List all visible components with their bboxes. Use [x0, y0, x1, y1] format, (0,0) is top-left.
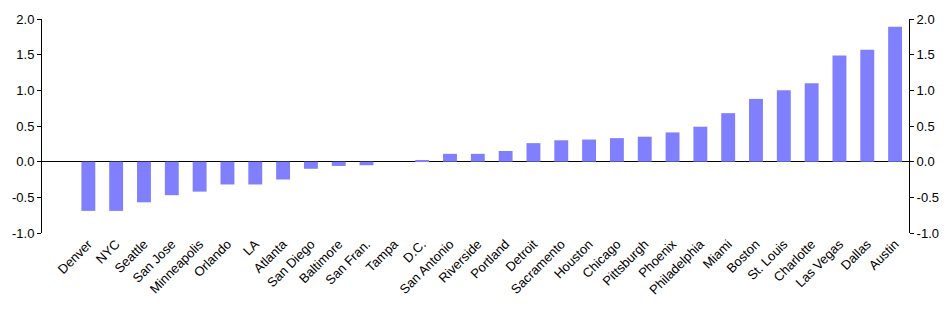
svg-text:Philadelphia: Philadelphia — [646, 236, 707, 297]
svg-text:San Fran.: San Fran. — [322, 237, 373, 288]
svg-text:San Diego: San Diego — [264, 237, 318, 291]
svg-text:LA: LA — [240, 236, 262, 258]
svg-text:Dallas: Dallas — [838, 236, 875, 273]
svg-text:-1.0: -1.0 — [12, 226, 34, 241]
svg-text:Houston: Houston — [551, 237, 596, 282]
svg-text:Atlanta: Atlanta — [251, 236, 291, 276]
svg-text:NYC: NYC — [93, 237, 123, 267]
svg-text:Chicago: Chicago — [579, 237, 623, 281]
svg-text:St. Louis: St. Louis — [744, 236, 791, 283]
svg-text:Minneapolis: Minneapolis — [147, 236, 207, 296]
svg-text:Riverside: Riverside — [436, 237, 485, 286]
svg-text:Orlando: Orlando — [191, 237, 234, 280]
svg-text:0.0: 0.0 — [16, 154, 34, 169]
svg-text:Austin: Austin — [866, 237, 902, 273]
svg-text:1.5: 1.5 — [917, 47, 935, 62]
svg-text:-1.0: -1.0 — [917, 226, 939, 241]
svg-text:Miami: Miami — [700, 237, 735, 272]
svg-text:1.0: 1.0 — [16, 83, 34, 98]
svg-text:2.0: 2.0 — [917, 12, 935, 27]
svg-text:Phoenix: Phoenix — [635, 236, 679, 280]
svg-text:1.5: 1.5 — [16, 47, 34, 62]
svg-text:2.0: 2.0 — [16, 12, 34, 27]
svg-text:0.5: 0.5 — [16, 119, 34, 134]
svg-text:Boston: Boston — [723, 237, 762, 276]
svg-text:Pittsburgh: Pittsburgh — [599, 237, 651, 289]
svg-text:D.C.: D.C. — [400, 237, 429, 266]
svg-text:Seattle: Seattle — [111, 237, 150, 276]
svg-text:-0.5: -0.5 — [917, 190, 939, 205]
svg-text:0.5: 0.5 — [917, 119, 935, 134]
svg-text:0.0: 0.0 — [917, 154, 935, 169]
svg-text:1.0: 1.0 — [917, 83, 935, 98]
svg-text:Charlotte: Charlotte — [770, 237, 818, 285]
svg-text:Detroit: Detroit — [502, 236, 540, 274]
svg-text:Denver: Denver — [55, 236, 96, 277]
svg-text:Portland: Portland — [468, 237, 513, 282]
svg-text:San Jose: San Jose — [130, 237, 179, 286]
svg-text:Sacramento: Sacramento — [508, 237, 568, 297]
svg-text:Las Vegas: Las Vegas — [793, 236, 847, 290]
svg-text:Tampa: Tampa — [363, 236, 402, 275]
svg-text:-0.5: -0.5 — [12, 190, 34, 205]
svg-text:San Antonio: San Antonio — [397, 237, 457, 297]
svg-text:Baltimore: Baltimore — [296, 237, 345, 286]
